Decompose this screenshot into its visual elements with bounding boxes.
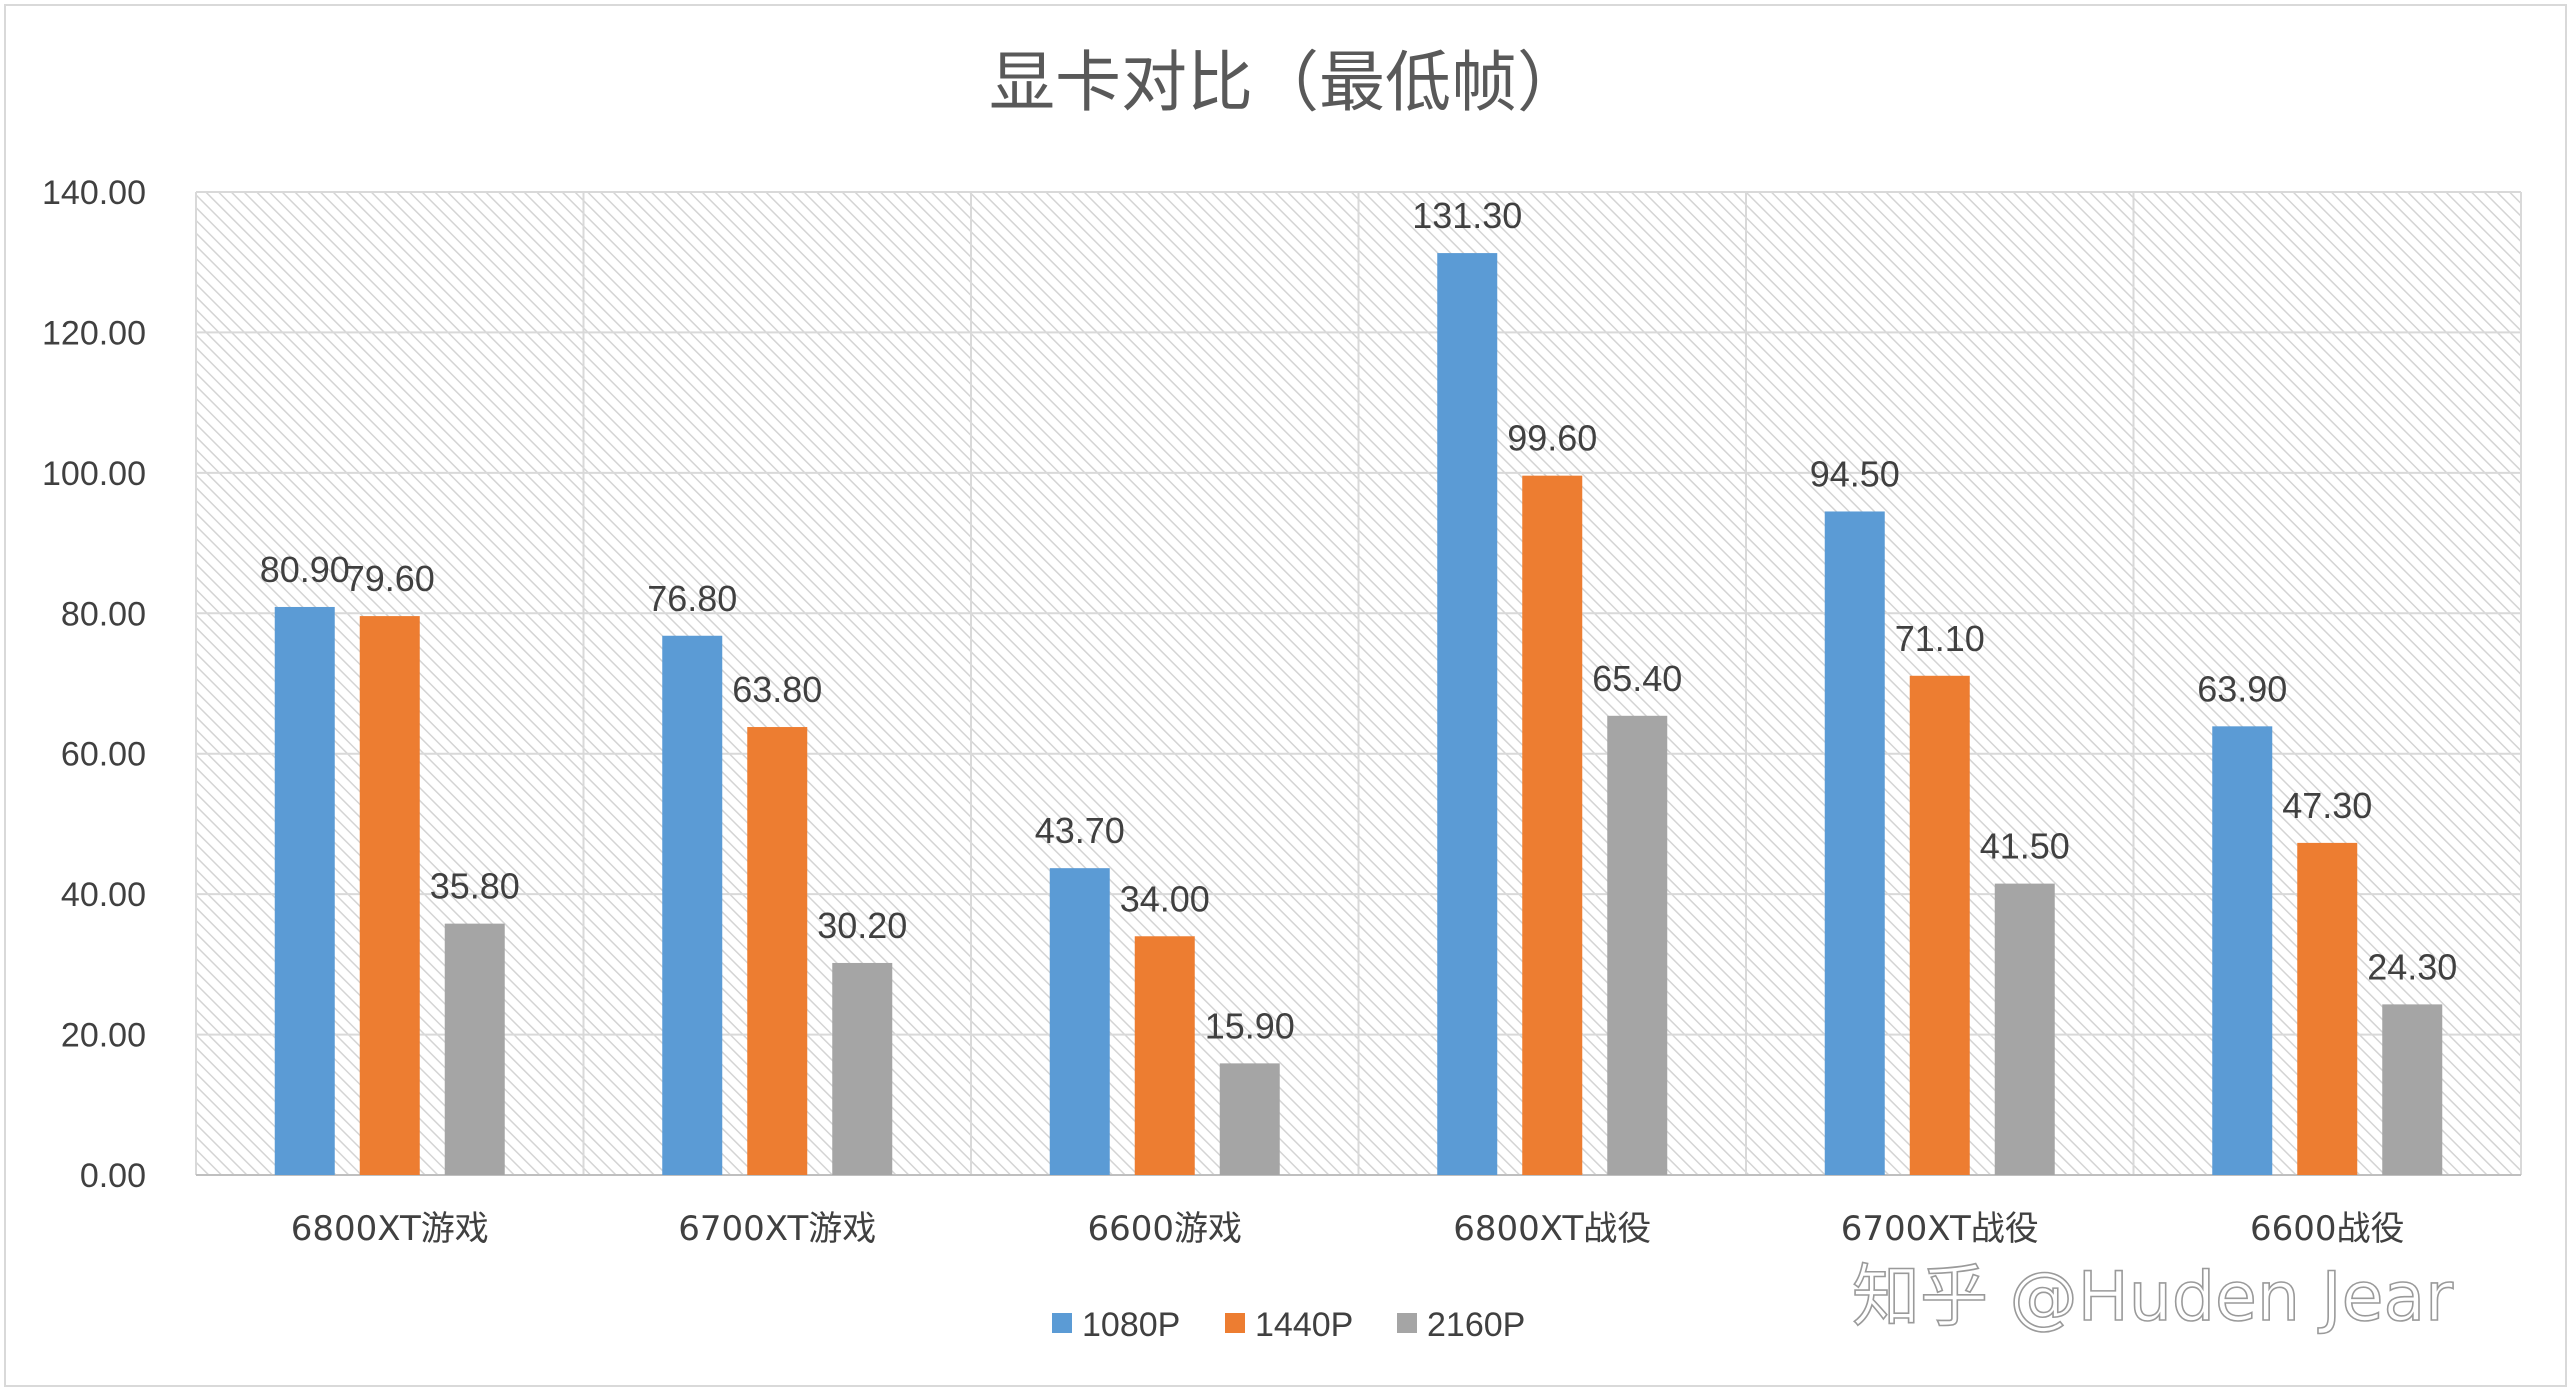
bar-1080P-3 [1049, 868, 1110, 1175]
y-tick-label: 100.00 [42, 455, 146, 493]
data-label: 41.50 [1980, 826, 2070, 867]
y-tick-label: 140.00 [42, 174, 146, 212]
bar-1080P-1 [274, 606, 335, 1175]
bar-2160P-2 [832, 962, 893, 1175]
data-label: 65.40 [1592, 658, 1682, 699]
data-label: 131.30 [1412, 195, 1522, 236]
data-label: 63.90 [2197, 668, 2287, 709]
data-label: 99.60 [1507, 418, 1597, 459]
x-tick-label: 6800XT游戏 [291, 1209, 489, 1249]
bar-2160P-1 [444, 923, 505, 1175]
bar-1080P-4 [1437, 253, 1498, 1175]
bar-1440P-6 [2297, 842, 2358, 1175]
bar-2160P-5 [1994, 883, 2055, 1175]
y-tick-label: 120.00 [42, 314, 146, 352]
bar-1080P-5 [1824, 511, 1885, 1176]
bar-1440P-5 [1909, 675, 1970, 1175]
data-label: 34.00 [1120, 878, 1210, 919]
chart-title: 显卡对比（最低帧） [989, 44, 1583, 121]
legend-swatch-2160P [1397, 1313, 1417, 1333]
bar-1440P-4 [1522, 475, 1583, 1175]
y-tick-label: 0.00 [80, 1157, 146, 1195]
data-label: 94.50 [1810, 453, 1900, 494]
data-label: 24.30 [2367, 946, 2457, 987]
legend-label: 1080P [1082, 1306, 1180, 1344]
data-label: 35.80 [430, 866, 520, 907]
bar-2160P-4 [1607, 715, 1668, 1175]
data-label: 30.20 [817, 905, 907, 946]
x-tick-label: 6700XT游戏 [678, 1209, 876, 1249]
x-tick-label: 6700XT战役 [1841, 1209, 2039, 1249]
x-tick-label: 6600游戏 [1087, 1209, 1242, 1249]
legend-swatch-1080P [1052, 1313, 1072, 1333]
bar-1080P-6 [2212, 726, 2273, 1175]
bar-1440P-2 [747, 727, 808, 1175]
watermark-text: 知乎 @Huden Jear [1852, 1258, 2453, 1337]
data-label: 79.60 [345, 558, 435, 599]
data-label: 76.80 [647, 578, 737, 619]
bar-2160P-6 [2382, 1004, 2443, 1175]
y-tick-label: 20.00 [61, 1017, 146, 1055]
y-tick-label: 40.00 [61, 876, 146, 914]
bar-1440P-1 [359, 616, 420, 1175]
data-label: 47.30 [2282, 785, 2372, 826]
data-label: 43.70 [1035, 810, 1125, 851]
bar-2160P-3 [1219, 1063, 1280, 1175]
legend-label: 2160P [1427, 1306, 1525, 1344]
data-label: 63.80 [732, 669, 822, 710]
legend-label: 1440P [1255, 1306, 1353, 1344]
data-label: 15.90 [1205, 1005, 1295, 1046]
bar-1080P-2 [662, 635, 723, 1175]
legend-swatch-1440P [1225, 1313, 1245, 1333]
x-tick-label: 6600战役 [2250, 1209, 2405, 1249]
data-label: 80.90 [260, 549, 350, 590]
y-tick-label: 60.00 [61, 736, 146, 774]
bar-1440P-3 [1134, 936, 1195, 1175]
y-tick-label: 80.00 [61, 595, 146, 633]
x-tick-label: 6800XT战役 [1453, 1209, 1651, 1249]
data-label: 71.10 [1895, 618, 1985, 659]
